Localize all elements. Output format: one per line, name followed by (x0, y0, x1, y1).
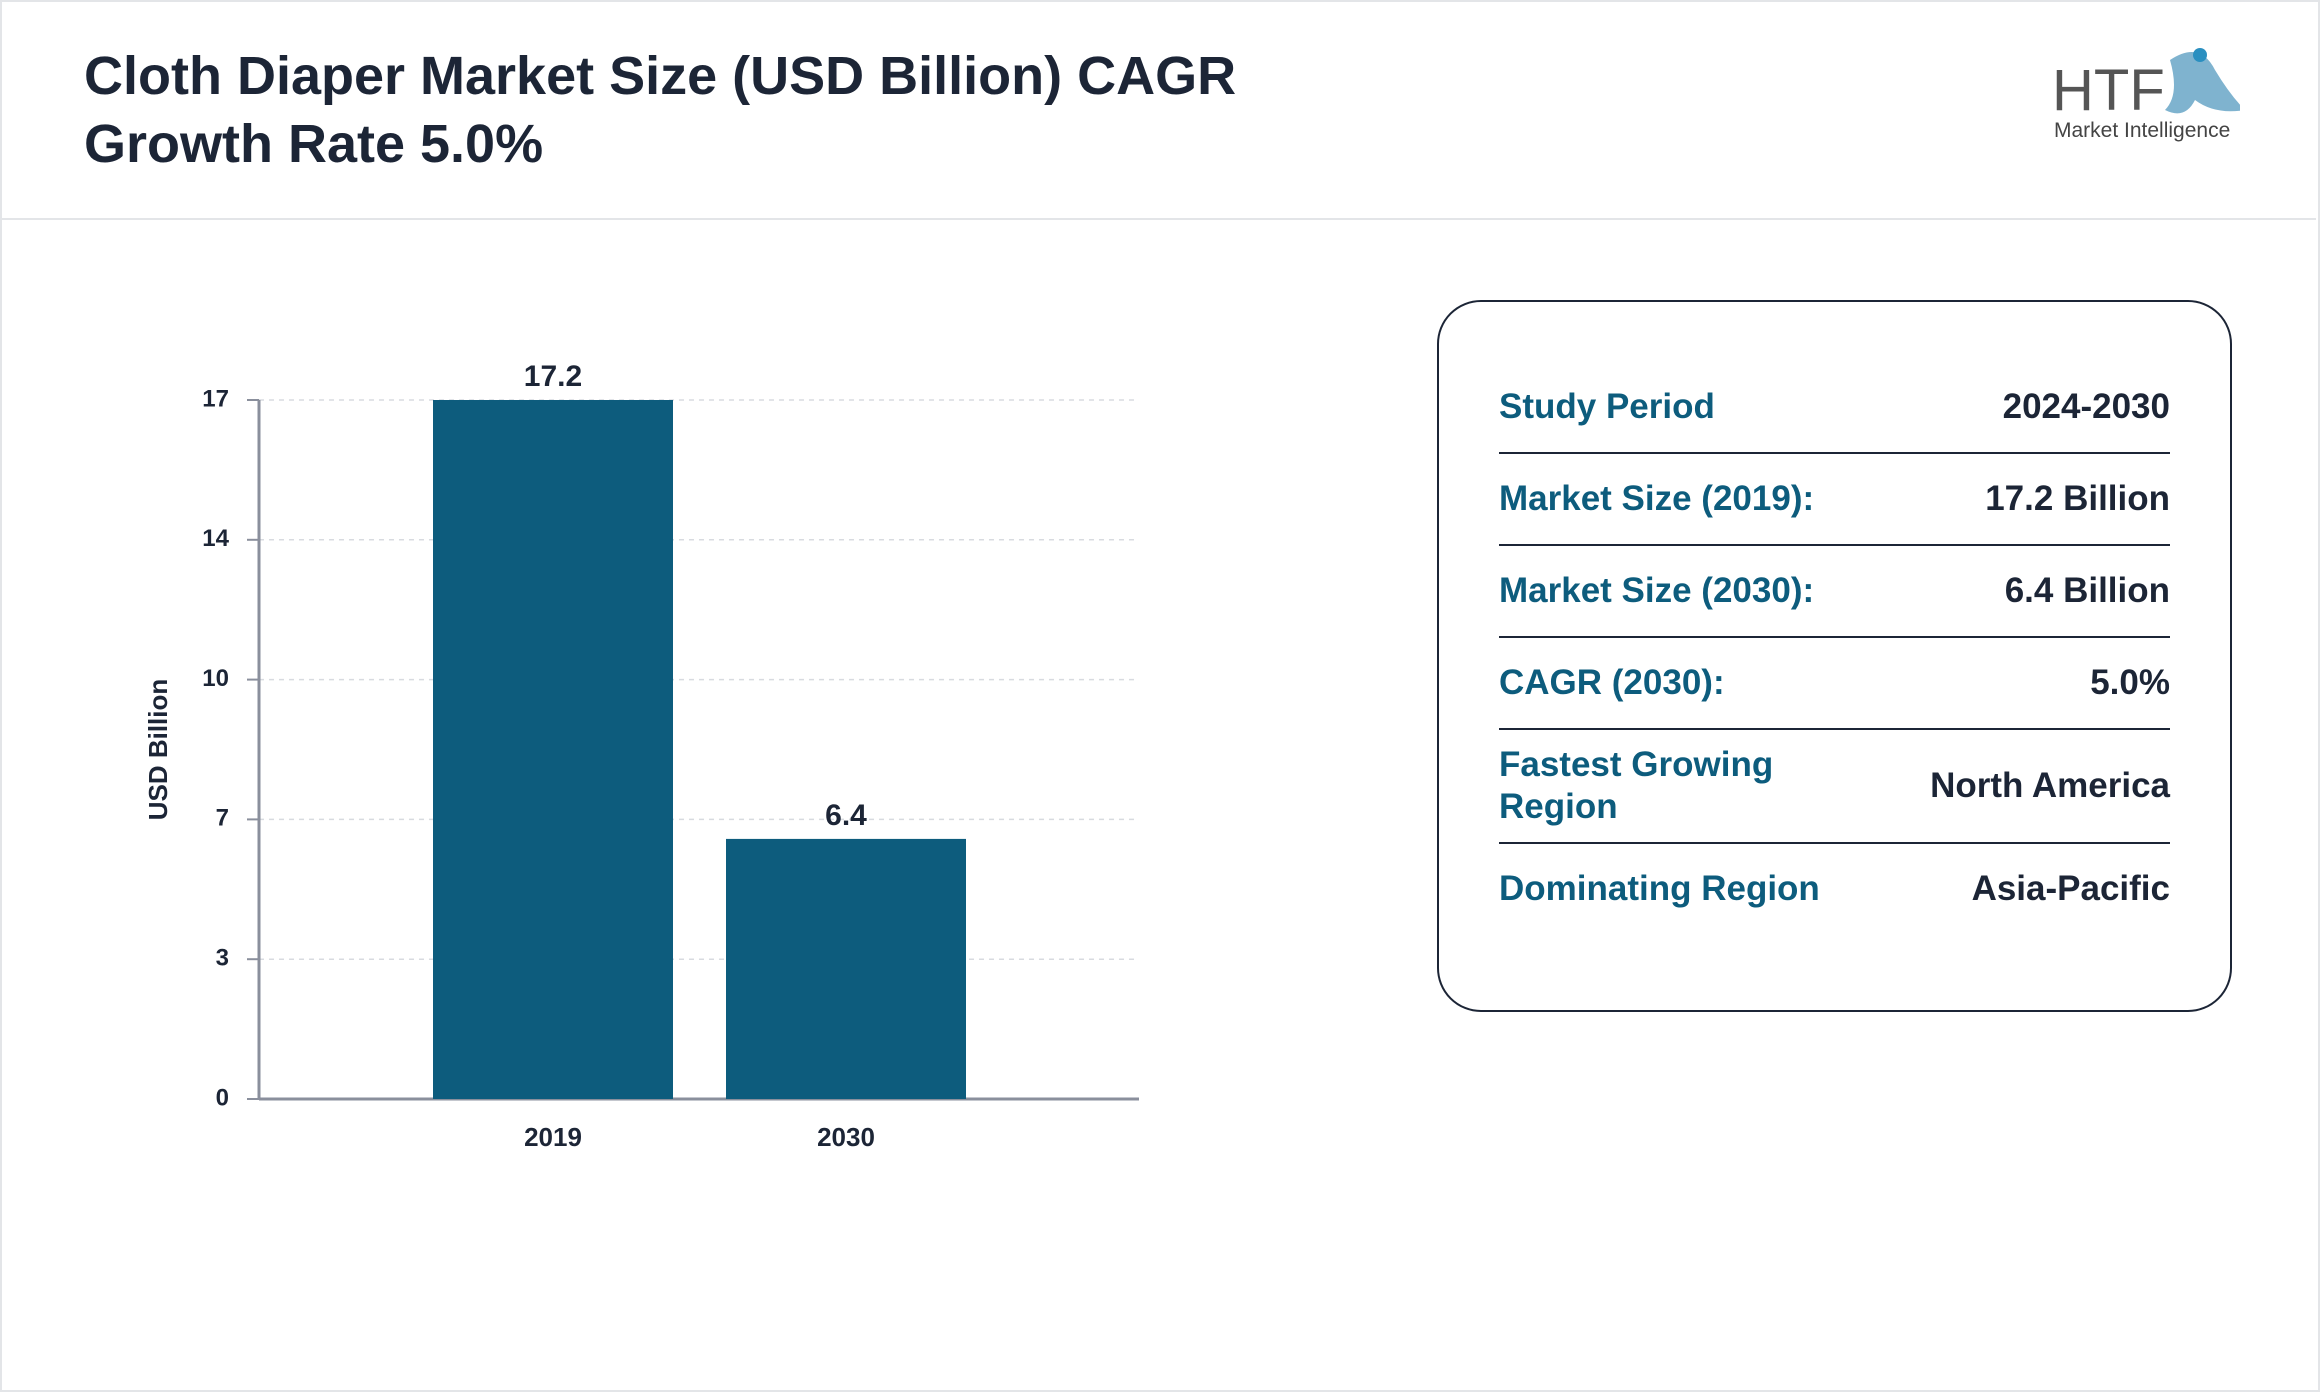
row-label: Market Size (2030): (1499, 571, 1815, 610)
summary-row: Dominating Region Asia-Pacific (1499, 844, 2170, 934)
summary-card: Study Period 2024-2030 Market Size (2019):… (1437, 300, 2232, 1012)
y-axis-title: USD Billion (143, 679, 173, 821)
header: Cloth Diaper Market Size (USD Billion) C… (0, 0, 2316, 220)
summary-row: Market Size (2030): 6.4 Billion (1499, 546, 2170, 638)
row-value: 2024-2030 (2002, 387, 2170, 426)
summary-row: Fastest Growing Region North America (1499, 730, 2170, 844)
row-label: Study Period (1499, 387, 1715, 426)
row-value: Asia-Pacific (1971, 869, 2170, 908)
row-value: 6.4 Billion (2004, 571, 2170, 610)
bar (433, 400, 673, 1099)
summary-row: CAGR (2030): 5.0% (1499, 638, 2170, 730)
value-label: 17.2 (524, 360, 582, 393)
row-label: Fastest Growing Region (1499, 745, 1774, 826)
bar (726, 838, 966, 1099)
logo-text: Market Intelligence (2054, 119, 2230, 142)
row-label: Market Size (2019): (1499, 479, 1815, 518)
chart: 0 3 7 10 14 17 USD Billion 17.2 2019 6.4 2030 (143, 360, 1139, 1152)
logo-icon (2193, 48, 2207, 62)
value-label: 6.4 (825, 799, 867, 832)
row-value: 5.0% (2090, 663, 2170, 702)
y-tick-label: 7 (216, 805, 229, 832)
logo-icon (2165, 52, 2240, 114)
row-value: 17.2 Billion (1985, 479, 2170, 518)
logo: HTF Market Intelligence (2052, 48, 2240, 142)
x-tick-label: 2019 (524, 1122, 582, 1152)
y-tick-label: 10 (202, 665, 229, 692)
y-tick-label: 3 (216, 945, 229, 972)
y-tick-label: 14 (202, 525, 229, 552)
x-tick-label: 2030 (817, 1122, 875, 1152)
summary-row: Study Period 2024-2030 (1499, 362, 2170, 454)
y-tick-label: 0 (216, 1084, 229, 1111)
logo-mark: HTF (2052, 58, 2165, 123)
page-title: Cloth Diaper Market Size (USD Billion) C… (84, 46, 1237, 174)
row-label: CAGR (2030): (1499, 663, 1725, 702)
row-label: Dominating Region (1499, 869, 1820, 908)
y-tick-label: 17 (202, 385, 229, 412)
row-value: North America (1930, 766, 2170, 805)
summary-row: Market Size (2019): 17.2 Billion (1499, 454, 2170, 546)
